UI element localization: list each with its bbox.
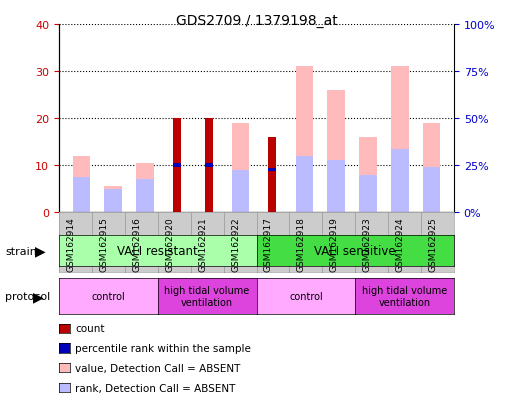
Text: GSM162922: GSM162922 xyxy=(231,217,240,271)
Text: ▶: ▶ xyxy=(33,290,44,303)
Bar xyxy=(327,161,345,213)
Text: high tidal volume
ventilation: high tidal volume ventilation xyxy=(165,285,250,307)
Text: GSM162921: GSM162921 xyxy=(198,217,207,271)
Bar xyxy=(173,119,181,213)
Text: protocol: protocol xyxy=(5,291,50,301)
Bar xyxy=(359,175,377,213)
Text: VALI sensitive: VALI sensitive xyxy=(314,244,396,257)
Text: GSM162924: GSM162924 xyxy=(396,217,405,271)
Text: control: control xyxy=(91,291,125,301)
Text: GDS2709 / 1379198_at: GDS2709 / 1379198_at xyxy=(175,14,338,28)
Text: value, Detection Call = ABSENT: value, Detection Call = ABSENT xyxy=(75,363,241,373)
Bar xyxy=(423,123,441,213)
Bar xyxy=(173,164,181,167)
Text: GSM162916: GSM162916 xyxy=(132,217,141,272)
Bar xyxy=(136,164,154,213)
Bar xyxy=(295,157,313,213)
Bar xyxy=(205,119,213,213)
Bar xyxy=(359,138,377,213)
Text: GSM162925: GSM162925 xyxy=(428,217,438,271)
Text: GSM162920: GSM162920 xyxy=(165,217,174,271)
Bar xyxy=(391,149,409,213)
Bar xyxy=(268,169,277,172)
Text: GSM162915: GSM162915 xyxy=(100,217,108,272)
Bar xyxy=(136,180,154,213)
Text: control: control xyxy=(289,291,323,301)
Bar xyxy=(104,187,122,213)
Text: GSM162923: GSM162923 xyxy=(363,217,372,271)
Bar xyxy=(104,189,122,213)
Bar xyxy=(423,168,441,213)
Text: GSM162919: GSM162919 xyxy=(330,217,339,272)
Text: rank, Detection Call = ABSENT: rank, Detection Call = ABSENT xyxy=(75,383,236,393)
Bar xyxy=(72,157,90,213)
Bar xyxy=(295,67,313,213)
Text: GSM162917: GSM162917 xyxy=(264,217,273,272)
Text: GSM162914: GSM162914 xyxy=(67,217,75,271)
Bar xyxy=(327,90,345,213)
Text: GSM162918: GSM162918 xyxy=(297,217,306,272)
Text: count: count xyxy=(75,323,105,333)
Bar xyxy=(232,171,249,213)
Bar xyxy=(391,67,409,213)
Text: VALI resistant: VALI resistant xyxy=(117,244,198,257)
Text: high tidal volume
ventilation: high tidal volume ventilation xyxy=(362,285,447,307)
Text: ▶: ▶ xyxy=(35,244,46,258)
Text: strain: strain xyxy=(5,246,37,256)
Bar xyxy=(268,138,277,213)
Bar xyxy=(232,123,249,213)
Bar xyxy=(72,178,90,213)
Bar xyxy=(205,164,213,167)
Text: percentile rank within the sample: percentile rank within the sample xyxy=(75,343,251,353)
